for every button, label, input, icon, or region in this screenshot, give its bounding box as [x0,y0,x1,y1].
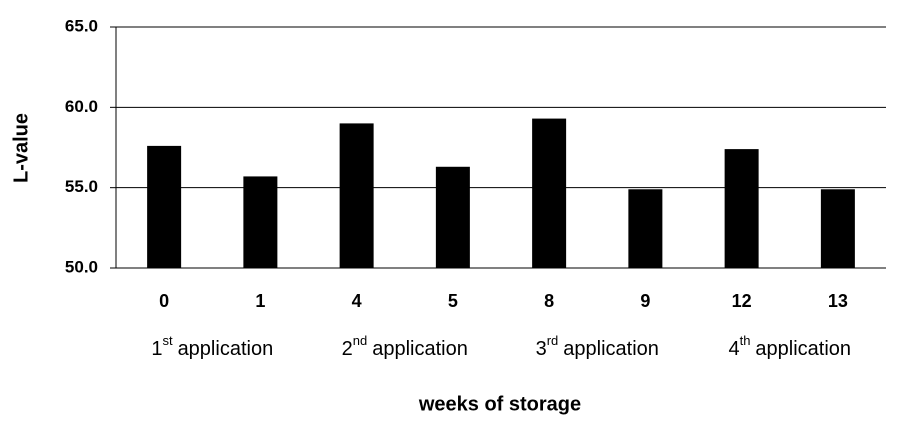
group-number: 2 [342,338,353,360]
x-tick-label: 12 [732,291,752,311]
x-tick-label: 0 [159,291,169,311]
x-tick-label: 9 [640,291,650,311]
bar [339,123,374,269]
group-text: application [178,338,274,360]
y-tick-label: 55.0 [65,177,98,196]
group-number: 3 [536,338,547,360]
x-tick-label: 13 [828,291,848,311]
group-sup: nd [353,333,367,348]
group-text: application [563,338,659,360]
y-tick-label: 60.0 [65,97,98,116]
group-label: 3rd application [536,333,659,360]
group-number: 1 [151,338,162,360]
x-tick-label: 5 [448,291,458,311]
bar [435,166,470,268]
x-tick-label: 8 [544,291,554,311]
group-sup: rd [547,333,559,348]
y-tick-label: 50.0 [65,257,98,276]
x-tick-label: 4 [352,291,362,311]
bar [147,145,182,268]
group-label: 4th application [728,333,851,360]
bar [532,118,567,268]
bar [628,189,663,268]
bar [243,176,278,268]
x-axis-label: weeks of storage [418,393,581,415]
group-label: 2nd application [342,333,468,360]
group-text: application [755,338,851,360]
group-label: 1st application [151,333,273,360]
bar [724,149,759,268]
x-tick-label: 1 [255,291,265,311]
group-text: application [372,338,468,360]
y-tick-label: 65.0 [65,16,98,35]
group-number: 4 [728,338,739,360]
bar [820,189,855,268]
y-axis-label: L-value [10,113,32,183]
group-sup: th [740,333,751,348]
group-sup: st [162,333,173,348]
